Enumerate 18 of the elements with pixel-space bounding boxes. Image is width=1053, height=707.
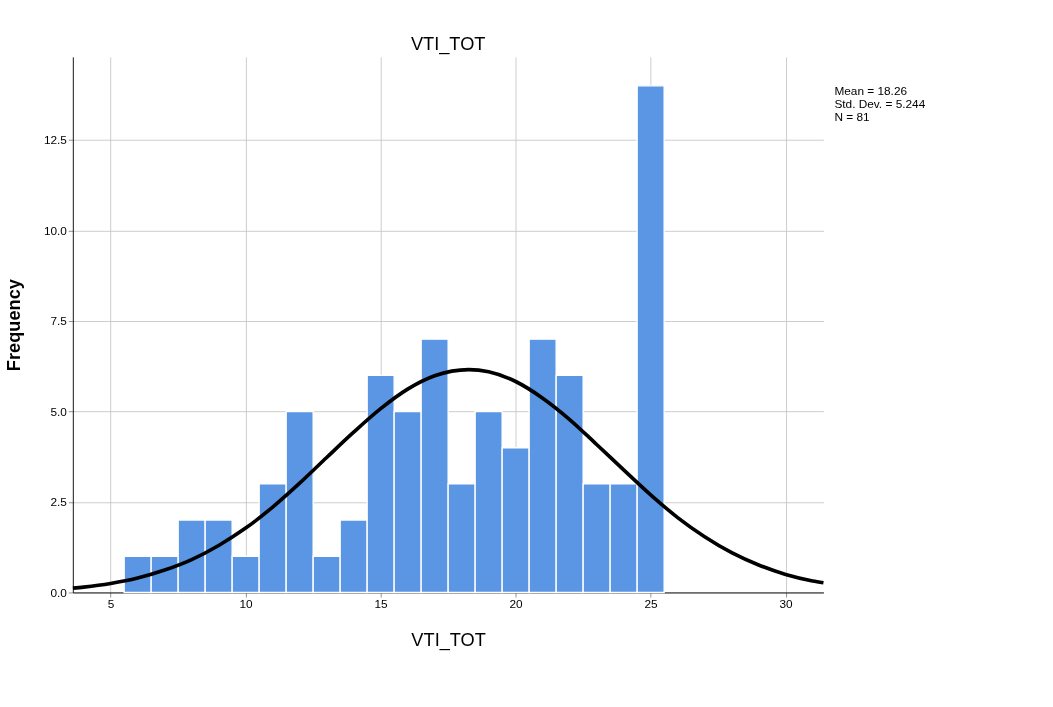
y-tick-label: 7.5 (50, 314, 68, 329)
y-tick-label: 10.0 (43, 223, 68, 238)
y-axis-title: Frequency (4, 278, 25, 372)
x-tick-label: 20 (509, 597, 524, 612)
chart-title: VTI_TOT (410, 33, 486, 55)
x-tick-label: 15 (374, 597, 389, 612)
x-tick-label: 10 (239, 597, 254, 612)
text: Std. Dev. = 5.244 (834, 96, 926, 111)
text: N = 81 (834, 109, 870, 124)
y-tick-label: 5.0 (50, 404, 68, 419)
y-tick-label: 0.0 (50, 585, 68, 600)
x-tick-label: 30 (779, 597, 794, 612)
x-tick-label: 5 (107, 597, 115, 612)
y-tick-label: 12.5 (43, 133, 68, 148)
x-axis-title: VTI_TOT (411, 629, 486, 651)
text: Mean = 18.26 (834, 84, 908, 99)
y-tick-label: 2.5 (50, 495, 68, 510)
x-tick-label: 25 (644, 597, 659, 612)
